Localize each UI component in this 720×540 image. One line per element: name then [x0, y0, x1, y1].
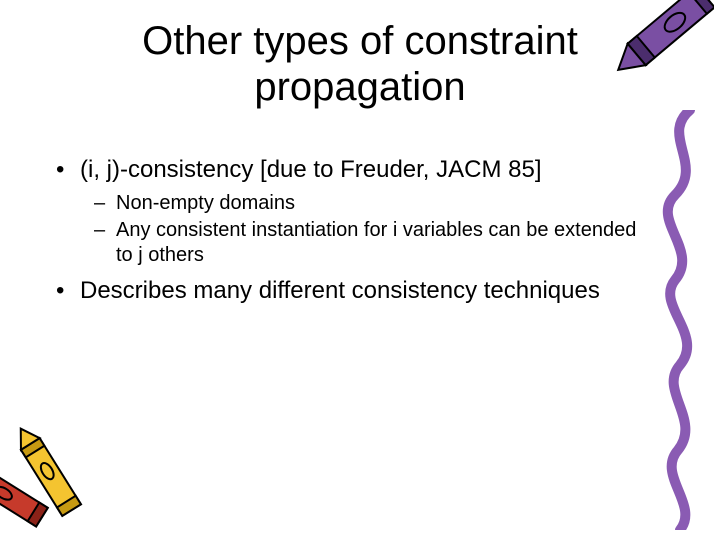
- bullet-marker: –: [94, 218, 116, 268]
- crayons-bottom-left-icon: [0, 416, 104, 540]
- bullet-text: (i, j)-consistency [due to Freuder, JACM…: [80, 155, 654, 185]
- bullet-text: Any consistent instantiation for i varia…: [116, 218, 654, 268]
- bullet-marker: •: [54, 276, 80, 306]
- bullet-item: • (i, j)-consistency [due to Freuder, JA…: [54, 155, 654, 185]
- sub-bullet-item: – Any consistent instantiation for i var…: [94, 218, 654, 268]
- sub-bullet-item: – Non-empty domains: [94, 191, 654, 216]
- slide-body: • (i, j)-consistency [due to Freuder, JA…: [54, 155, 654, 312]
- bullet-text: Non-empty domains: [116, 191, 654, 216]
- bullet-marker: •: [54, 155, 80, 185]
- squiggle-icon: [650, 110, 710, 530]
- bullet-item: • Describes many different consistency t…: [54, 276, 654, 306]
- slide-title: Other types of constraint propagation: [90, 18, 630, 110]
- bullet-text: Describes many different consistency tec…: [80, 276, 654, 306]
- bullet-marker: –: [94, 191, 116, 216]
